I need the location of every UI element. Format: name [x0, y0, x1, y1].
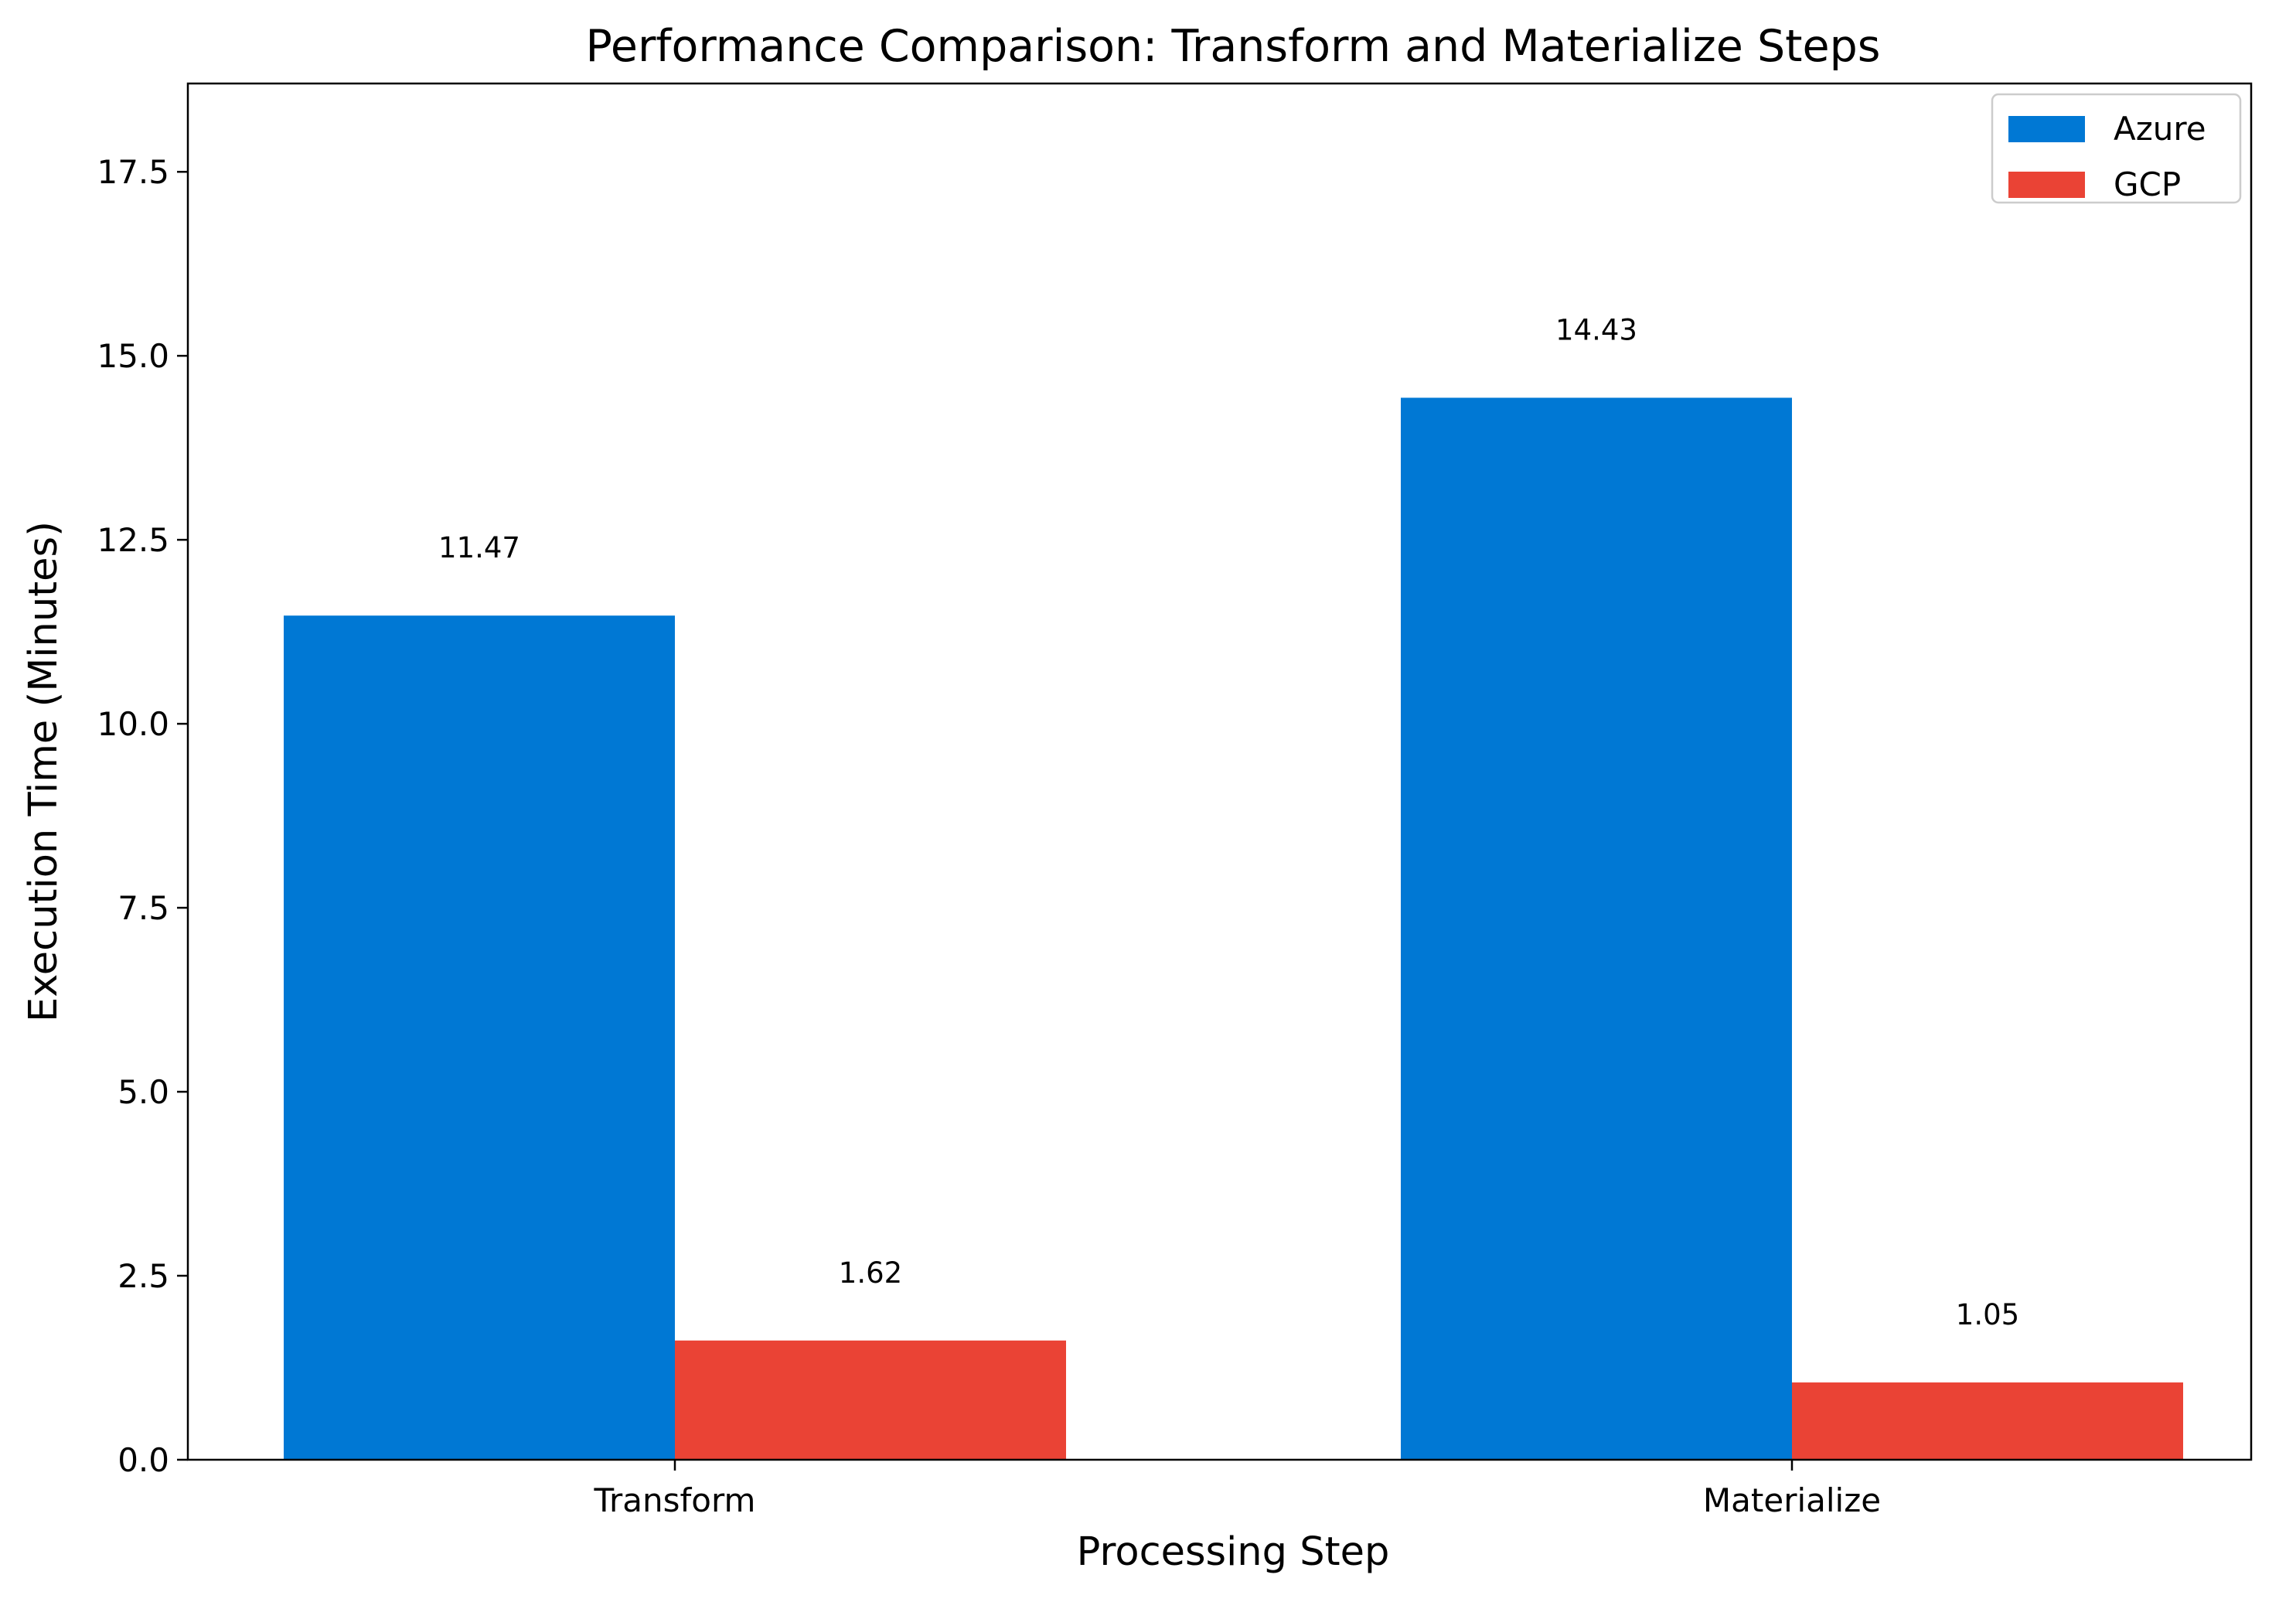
x-tick-label: Materialize: [1703, 1481, 1881, 1519]
bar-value-labels: 11.47 1.62 14.43 1.05: [438, 313, 2019, 1331]
y-axis-ticks: 0.0 2.5 5.0 7.5 10.0 12.5 15.0 17.5: [97, 153, 188, 1479]
bar-gcp-materialize[interactable]: [1792, 1382, 2183, 1460]
y-axis-label: Execution Time (Minutes): [21, 521, 66, 1022]
y-tick-label: 0.0: [118, 1441, 169, 1479]
chart-title: Performance Comparison: Transform and Ma…: [586, 21, 1881, 72]
bar-value-label: 11.47: [438, 531, 520, 564]
bar-gcp-transform[interactable]: [675, 1340, 1066, 1460]
y-tick-label: 15.0: [97, 337, 169, 375]
y-tick-label: 12.5: [97, 521, 169, 559]
bar-azure-materialize[interactable]: [1401, 397, 1792, 1460]
bar-value-label: 1.05: [1956, 1298, 2019, 1331]
y-tick-label: 2.5: [118, 1257, 169, 1295]
y-tick-label: 17.5: [97, 153, 169, 191]
bars-group: [284, 397, 2183, 1461]
plot-frame: [186, 82, 2253, 1461]
legend-swatch-azure: [2008, 116, 2085, 142]
x-axis-ticks: Transform Materialize: [594, 1460, 1881, 1519]
legend-swatch-gcp: [2008, 172, 2085, 198]
x-tick-label: Transform: [594, 1481, 756, 1519]
bar-value-label: 14.43: [1555, 313, 1637, 346]
y-tick-label: 5.0: [118, 1073, 169, 1111]
legend-label-gcp: GCP: [2114, 165, 2181, 203]
legend-label-azure: Azure: [2114, 110, 2206, 148]
y-tick-label: 10.0: [97, 705, 169, 743]
legend[interactable]: Azure GCP: [1991, 93, 2242, 204]
bar-value-label: 1.62: [839, 1256, 902, 1290]
y-tick-label: 7.5: [118, 889, 169, 927]
bar-azure-transform[interactable]: [284, 615, 675, 1461]
x-axis-label: Processing Step: [1077, 1529, 1390, 1575]
